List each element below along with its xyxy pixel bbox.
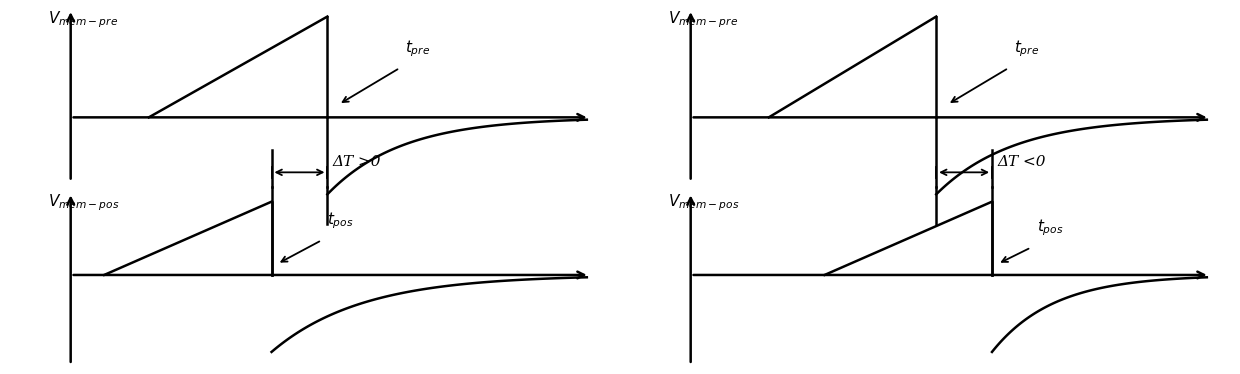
Text: $t_{pre}$: $t_{pre}$	[1014, 38, 1039, 59]
Text: $V_{mem-pre}$: $V_{mem-pre}$	[668, 9, 739, 30]
Text: ΔT <0: ΔT <0	[997, 155, 1047, 169]
Text: $t_{pre}$: $t_{pre}$	[405, 38, 430, 59]
Text: $t_{pos}$: $t_{pos}$	[1037, 218, 1063, 238]
Text: $V_{mem-pre}$: $V_{mem-pre}$	[48, 9, 119, 30]
Text: $V_{mem-pos}$: $V_{mem-pos}$	[48, 193, 120, 213]
Text: ΔT >0: ΔT >0	[332, 155, 382, 169]
Text: $t_{pos}$: $t_{pos}$	[327, 211, 353, 231]
Text: $V_{mem-pos}$: $V_{mem-pos}$	[668, 193, 740, 213]
